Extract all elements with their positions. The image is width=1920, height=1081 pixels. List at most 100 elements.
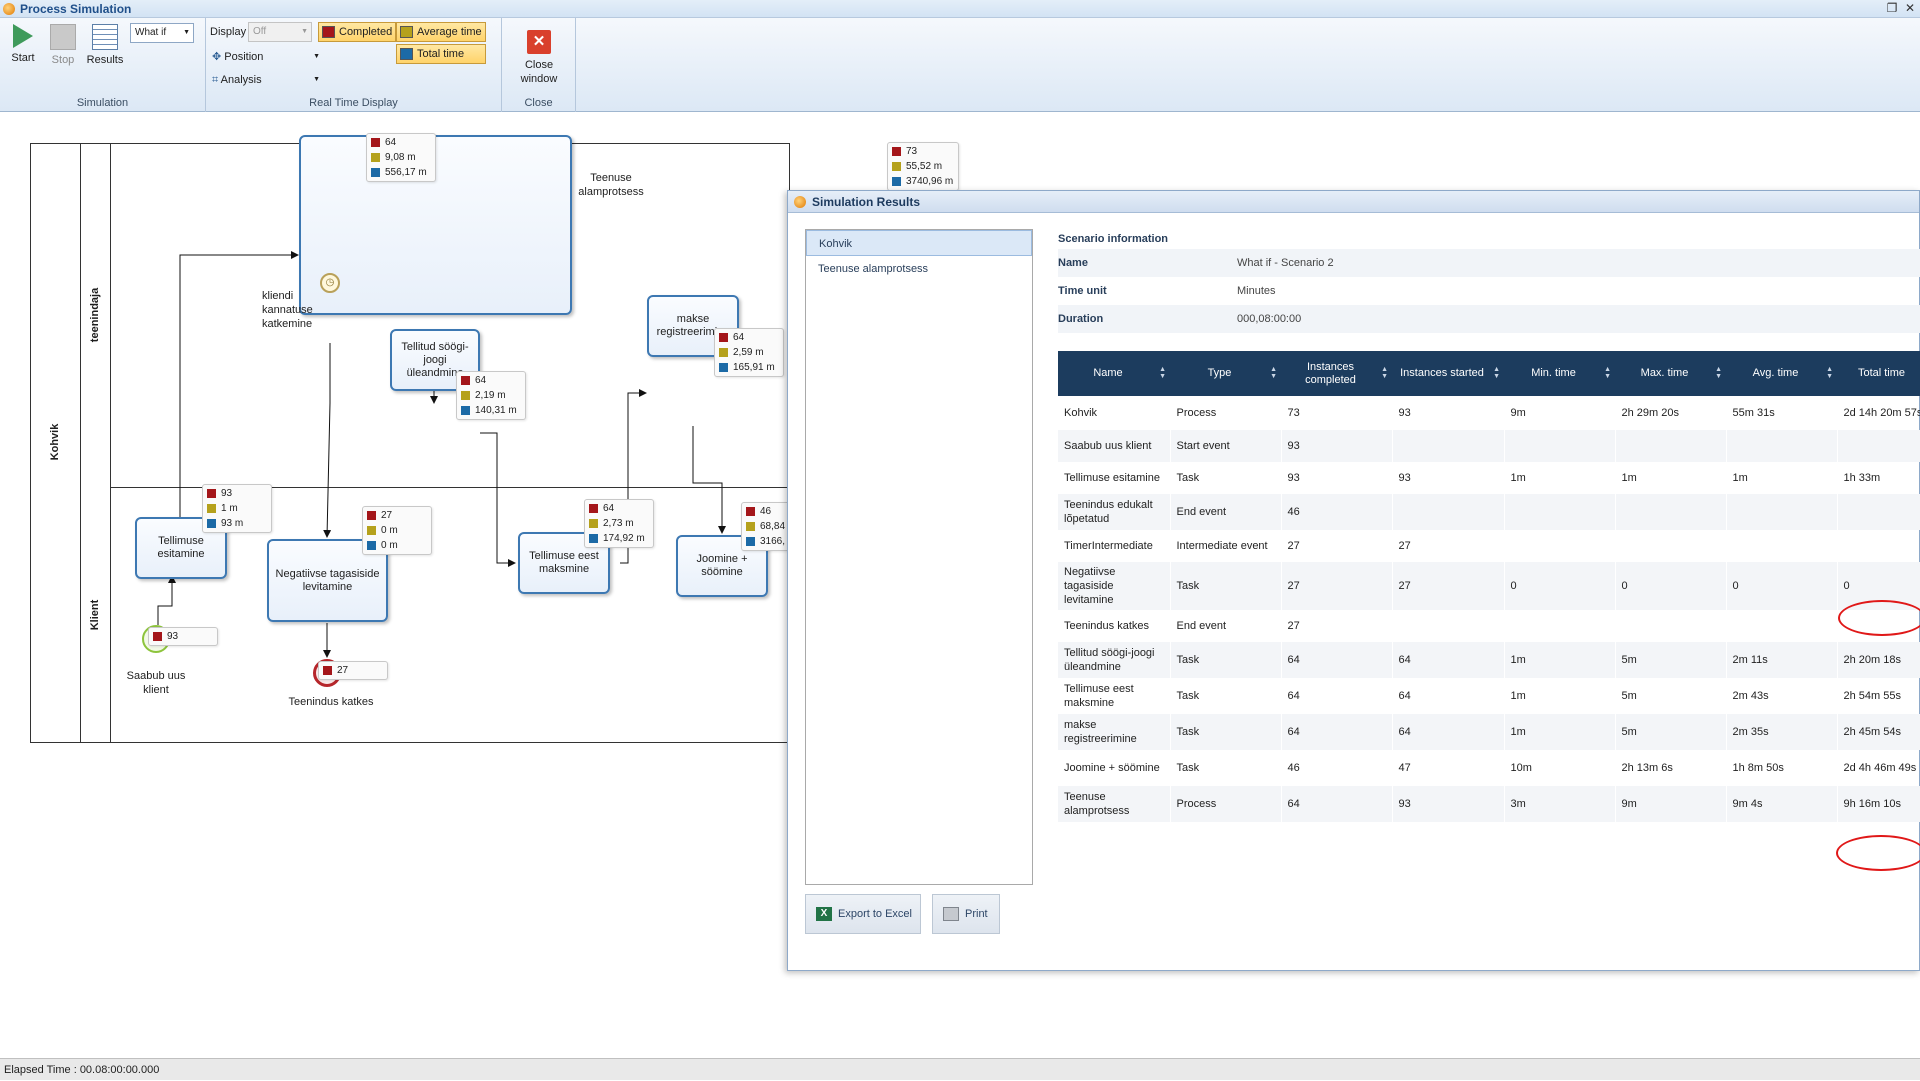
table-cell xyxy=(1726,610,1838,642)
stat-completed: 93 xyxy=(167,631,179,642)
tree-item-teenuse-alamprotsess[interactable]: Teenuse alamprotsess xyxy=(818,263,929,275)
table-cell: 0 xyxy=(1615,562,1727,610)
table-cell: Intermediate event xyxy=(1170,530,1282,562)
table-cell: 5m xyxy=(1615,714,1727,750)
table-cell xyxy=(1615,494,1727,530)
column-header[interactable]: Total time▲▼ xyxy=(1837,351,1920,396)
close-group: ✕ Close window Close xyxy=(502,18,576,112)
stat-average: 0 m xyxy=(381,525,398,536)
table-cell: Process xyxy=(1170,786,1282,822)
restore-icon[interactable]: ❐ xyxy=(1886,1,1898,15)
start-label: Start xyxy=(11,52,35,64)
task-tellimuse-esitamine[interactable]: Tellimuse esitamine xyxy=(135,517,227,579)
analysis-icon: ⌗ xyxy=(212,74,219,86)
print-button[interactable]: Print xyxy=(932,894,1000,934)
table-row[interactable]: Saabub uus klient Start event 93 xyxy=(1058,430,1920,462)
table-cell: 64 xyxy=(1392,714,1505,750)
completed-label: Completed xyxy=(339,26,393,38)
flow-arrows xyxy=(157,251,726,658)
column-header[interactable]: Max. time ▲ ▼ xyxy=(1615,351,1726,396)
stat-box-tellitud: 64 2,19 m 140,31 m xyxy=(456,371,526,420)
table-row[interactable]: Negatiivse tagasiside levitamine Task 27 27… xyxy=(1058,562,1920,610)
table-cell xyxy=(1837,530,1920,562)
table-cell: 5m xyxy=(1615,678,1727,714)
average-swatch xyxy=(400,26,413,38)
table-cell: 0 xyxy=(1837,562,1920,610)
table-cell: 9m xyxy=(1504,396,1616,430)
completed-toggle[interactable]: Completed xyxy=(318,22,396,42)
table-cell: 1m xyxy=(1615,462,1727,494)
table-cell: 1h 33m xyxy=(1837,462,1920,494)
stop-button[interactable]: Stop xyxy=(45,22,81,66)
stat-total: 3166, xyxy=(760,536,786,547)
start-button[interactable]: Start xyxy=(5,22,41,64)
table-row[interactable]: Teenindus katkes End event 27 xyxy=(1058,610,1920,642)
table-cell: 10m xyxy=(1504,750,1616,786)
table-cell: 46 xyxy=(1281,494,1393,530)
sort-icon: ▲ ▼ xyxy=(1826,366,1833,380)
table-cell: 46 xyxy=(1281,750,1393,786)
task-makse-registreerimine[interactable]: makse registreerimine xyxy=(647,295,739,357)
sort-icon: ▲ ▼ xyxy=(1493,366,1500,380)
tree-item-kohvik[interactable]: Kohvik xyxy=(806,230,1032,256)
chevron-down-icon: ▼ xyxy=(313,53,320,60)
column-header[interactable]: Instances started ▲ ▼ xyxy=(1392,351,1504,396)
column-header[interactable]: Name ▲ ▼ xyxy=(1058,351,1170,396)
timer-icon[interactable]: ◷ xyxy=(320,273,340,293)
column-header[interactable]: Avg. time ▲ ▼ xyxy=(1726,351,1837,396)
table-row[interactable]: Tellimuse esitamine Task 93 93 1m 1m 1m 1h 33m xyxy=(1058,462,1920,494)
scenario-key: Time unit xyxy=(1058,285,1107,297)
table-cell: Tellimuse eest maksmine xyxy=(1058,678,1171,714)
table-row[interactable]: makse registreerimine Task 64 64 1m 5m 2m 35s 2… xyxy=(1058,714,1920,750)
average-label: Average time xyxy=(417,26,482,38)
average-time-toggle[interactable]: Average time xyxy=(396,22,486,42)
table-cell: 2h 29m 20s xyxy=(1615,396,1727,430)
window-title: Process Simulation xyxy=(20,2,132,16)
table-row[interactable]: TimerIntermediate Intermediate event 27 27 xyxy=(1058,530,1920,562)
close-window-button[interactable]: ✕ Close window xyxy=(510,20,568,86)
table-row[interactable]: Teenindus edukalt lõpetatud End event 46 xyxy=(1058,494,1920,530)
results-icon xyxy=(92,24,118,50)
table-row[interactable]: Tellimuse eest maksmine Task 64 64 1m 5m 2m 43… xyxy=(1058,678,1920,714)
table-cell: 2h 13m 6s xyxy=(1615,750,1727,786)
position-button[interactable]: ✥ Position ▼ xyxy=(210,48,320,66)
position-label: Position xyxy=(224,51,264,63)
lane-separator xyxy=(110,487,790,488)
table-cell: Task xyxy=(1170,678,1282,714)
app-icon xyxy=(794,196,806,208)
analysis-button[interactable]: ⌗ Analysis ▼ xyxy=(210,71,320,89)
column-header[interactable]: Instances completed ▲ ▼ xyxy=(1281,351,1392,396)
results-title-bar[interactable]: Simulation Results xyxy=(788,191,1919,213)
scenario-select[interactable]: What if ▼ xyxy=(130,23,194,43)
export-to-excel-button[interactable]: X Export to Excel xyxy=(805,894,921,934)
results-button[interactable]: Results xyxy=(85,22,125,66)
column-header-label: Min. time xyxy=(1531,367,1576,379)
table-cell: 47 xyxy=(1392,750,1505,786)
table-row[interactable]: Teenuse alamprotsess Process 64 93 3m 9m 9m 4s… xyxy=(1058,786,1920,822)
simulation-results-window[interactable]: Simulation Results Kohvik Teenuse alampr… xyxy=(787,190,1920,971)
table-cell: Tellimuse esitamine xyxy=(1058,462,1171,494)
table-row[interactable]: Kohvik Process 73 93 9m 2h 29m 20s 55m 31s 2d 1… xyxy=(1058,396,1920,430)
table-cell xyxy=(1837,610,1920,642)
column-header-label: Total time xyxy=(1857,367,1906,379)
app-icon xyxy=(3,3,15,15)
close-icon[interactable]: ✕ xyxy=(1904,1,1916,15)
table-cell: End event xyxy=(1170,494,1282,530)
total-time-toggle[interactable]: Total time xyxy=(396,44,486,64)
table-cell: 64 xyxy=(1281,714,1393,750)
total-swatch xyxy=(400,48,413,60)
display-select[interactable]: Off ▼ xyxy=(248,22,312,42)
column-header[interactable]: Type ▲ ▼ xyxy=(1170,351,1281,396)
stat-average: 2,73 m xyxy=(603,518,634,529)
table-row[interactable]: Tellitud söögi-joogi üleandmine Task 64 64 1… xyxy=(1058,642,1920,678)
stat-completed: 64 xyxy=(385,137,397,148)
column-header[interactable]: Min. time ▲ ▼ xyxy=(1504,351,1615,396)
table-cell: 0 xyxy=(1726,562,1838,610)
stat-box-negatiivse: 27 0 m 0 m xyxy=(362,506,432,555)
close-x-icon: ✕ xyxy=(527,30,551,54)
scenario-value: 000,08:00:00 xyxy=(1237,313,1302,325)
results-title: Simulation Results xyxy=(812,195,921,209)
table-row[interactable]: Joomine + söömine Task 46 47 10m 2h 13m 6s 1h … xyxy=(1058,750,1920,786)
table-cell: Task xyxy=(1170,750,1282,786)
results-tree[interactable]: Kohvik Teenuse alamprotsess xyxy=(805,229,1033,885)
